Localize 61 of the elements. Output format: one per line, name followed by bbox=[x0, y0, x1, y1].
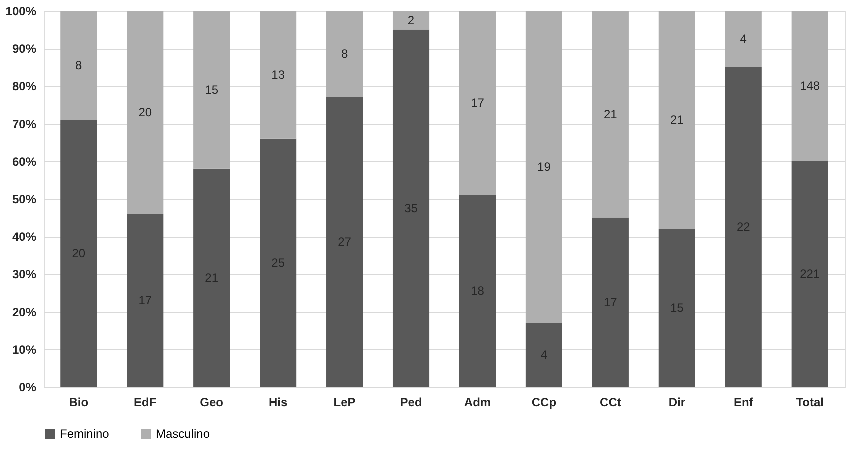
bar bbox=[792, 11, 828, 162]
y-tick-label: 80% bbox=[12, 80, 37, 94]
annotation: 15 bbox=[205, 82, 219, 97]
annotation: 2 bbox=[408, 13, 415, 28]
legend-label: Feminino bbox=[60, 427, 110, 441]
bar bbox=[392, 11, 430, 30]
y-tick-label: 40% bbox=[12, 230, 37, 244]
bar bbox=[127, 214, 164, 387]
bar bbox=[326, 11, 364, 98]
y-tick-label: 20% bbox=[12, 305, 37, 320]
x-tick-label: Ped bbox=[400, 396, 422, 410]
bar bbox=[459, 195, 496, 387]
x-tick-label: Geo bbox=[200, 396, 224, 410]
x-tick-label: EdF bbox=[134, 396, 157, 410]
bar bbox=[592, 11, 629, 218]
legend-label: Masculino bbox=[156, 427, 210, 441]
x-tick-label: Total bbox=[796, 396, 824, 410]
y-tick-label: 0% bbox=[19, 380, 37, 394]
bar bbox=[792, 161, 828, 387]
bar bbox=[127, 11, 164, 214]
y-tick-label: 100% bbox=[6, 4, 37, 18]
x-tick-label: Dir bbox=[668, 396, 686, 410]
bar bbox=[194, 168, 230, 387]
bar bbox=[526, 11, 562, 324]
x-tick-label: Adm bbox=[464, 396, 492, 410]
bar bbox=[658, 11, 696, 230]
annotation: 17 bbox=[471, 96, 485, 110]
bar bbox=[658, 229, 696, 387]
y-tick-label: 50% bbox=[12, 192, 37, 206]
bar bbox=[459, 11, 496, 196]
annotation: 148 bbox=[800, 79, 820, 94]
annotation: 8 bbox=[341, 47, 348, 62]
y-tick-label: 10% bbox=[12, 342, 37, 357]
bar bbox=[194, 11, 230, 169]
y-tick-label: 30% bbox=[12, 268, 37, 282]
annotation: 4 bbox=[740, 32, 748, 46]
bar bbox=[260, 11, 297, 139]
x-tick-label: Bio bbox=[69, 396, 89, 410]
annotation: 19 bbox=[538, 160, 552, 174]
bar bbox=[60, 120, 98, 387]
y-tick-label: 90% bbox=[12, 42, 37, 56]
bar bbox=[326, 97, 364, 387]
annotation: 21 bbox=[604, 107, 618, 122]
x-tick-label: His bbox=[268, 396, 288, 410]
annotation: 8 bbox=[76, 58, 83, 73]
bar bbox=[392, 30, 430, 387]
annotation: 20 bbox=[138, 106, 152, 120]
x-tick-label: CCt bbox=[600, 396, 622, 410]
bar bbox=[592, 218, 629, 387]
annotation: 13 bbox=[272, 68, 286, 82]
x-tick-label: LeP bbox=[334, 396, 356, 410]
bar bbox=[725, 67, 762, 387]
x-tick-label: Enf bbox=[734, 396, 754, 410]
bar bbox=[60, 11, 98, 120]
bar bbox=[725, 11, 762, 68]
y-tick-label: 70% bbox=[12, 117, 37, 132]
x-tick-label: CCp bbox=[532, 396, 557, 410]
bar bbox=[260, 138, 297, 387]
bar bbox=[526, 323, 562, 387]
annotation: 21 bbox=[670, 113, 684, 128]
y-tick-label: 60% bbox=[12, 154, 37, 169]
